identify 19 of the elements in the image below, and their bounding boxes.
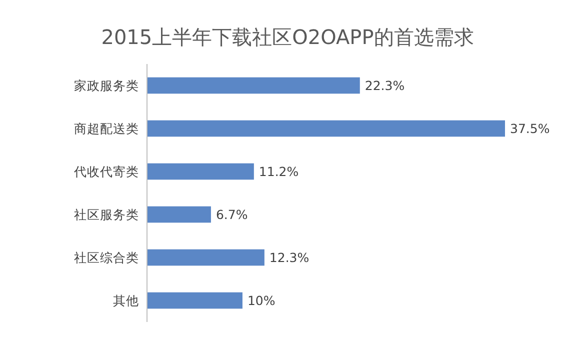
data-label: 22.3% xyxy=(364,78,405,93)
y-tick-label: 其他 xyxy=(113,293,139,308)
bar xyxy=(147,292,242,309)
y-tick-label: 社区服务类 xyxy=(74,207,139,222)
bar xyxy=(147,77,360,94)
bar xyxy=(147,249,264,266)
data-label: 37.5% xyxy=(510,121,550,136)
y-tick-label: 社区综合类 xyxy=(74,250,139,265)
bar xyxy=(147,120,505,137)
bar xyxy=(147,206,211,223)
chart-title: 2015上半年下载社区O2OAPP的首选需求 xyxy=(101,25,474,49)
data-label: 10% xyxy=(247,293,276,308)
bar xyxy=(147,163,254,180)
data-label: 11.2% xyxy=(258,164,299,179)
data-label: 6.7% xyxy=(216,207,248,222)
y-tick-label: 商超配送类 xyxy=(74,121,139,136)
y-tick-label: 代收代寄类 xyxy=(73,164,139,179)
y-tick-label: 家政服务类 xyxy=(74,78,139,93)
data-label: 12.3% xyxy=(269,250,310,265)
